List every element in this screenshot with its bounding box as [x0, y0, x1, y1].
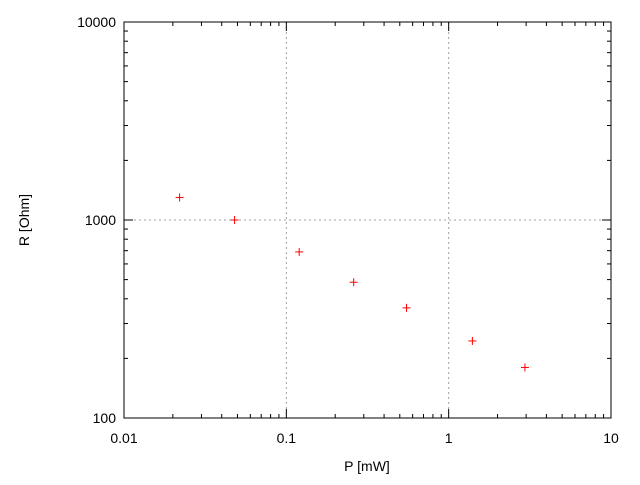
plot-border [123, 21, 612, 419]
y-tick-label: 1000 [85, 212, 116, 228]
x-tick-label: 0.1 [277, 430, 297, 446]
data-point [175, 193, 184, 202]
x-axis-label: P [mW] [344, 458, 390, 474]
y-tick-label: 10000 [77, 14, 116, 30]
data-point [520, 363, 529, 372]
ticks: 0.01 0.1 1 10 100 1000 10000 [77, 14, 619, 446]
x-tick-label: 1 [445, 430, 453, 446]
y-tick-label: 100 [93, 410, 117, 426]
x-tick-label: 10 [603, 430, 619, 446]
data-point [349, 278, 358, 287]
grid [124, 22, 611, 418]
y-axis-label: R [Ohm] [16, 194, 32, 246]
data-point [295, 247, 304, 256]
data-points [175, 193, 529, 372]
data-point [468, 336, 477, 345]
x-tick-label: 0.01 [110, 430, 137, 446]
data-point [402, 303, 411, 312]
data-point [230, 216, 239, 224]
